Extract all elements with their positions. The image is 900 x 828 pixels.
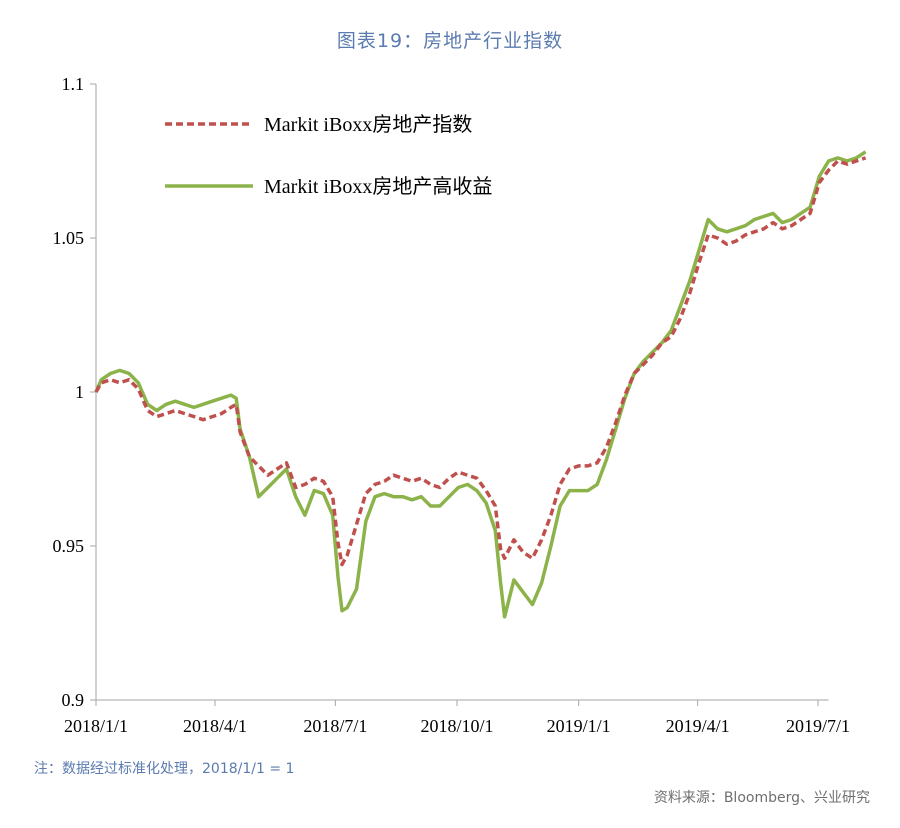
y-tick-label: 1 <box>75 382 84 402</box>
chart-lines <box>94 150 867 619</box>
x-tick-label: 2018/7/1 <box>303 716 367 736</box>
x-tick-label: 2018/4/1 <box>183 716 247 736</box>
legend-label: Markit iBoxx房地产高收益 <box>264 175 492 198</box>
chart-legend: Markit iBoxx房地产指数 Markit iBoxx房地产高收益 <box>165 113 492 198</box>
chart-note: 注：数据经过标准化处理，2018/1/1 = 1 <box>34 761 295 777</box>
y-tick-label: 0.95 <box>53 536 85 556</box>
y-tick-label: 1.1 <box>62 74 85 94</box>
chart-source: 资料来源：Bloomberg、兴业研究 <box>653 790 870 806</box>
legend-label: Markit iBoxx房地产指数 <box>264 113 472 136</box>
x-tick-label: 2019/1/1 <box>547 716 611 736</box>
x-tick-label: 2019/7/1 <box>786 716 850 736</box>
line-chart: 0.9 0.95 1 1.05 1.1 2018/1/1 2018/4/1 2018/7/1 2… <box>53 74 867 736</box>
series-line-high-yield <box>94 150 867 619</box>
chart-axes: 0.9 0.95 1 1.05 1.1 2018/1/1 2018/4/1 2018/7/1 2… <box>53 74 851 736</box>
chart-title: 图表19：房地产行业指数 <box>336 30 564 52</box>
x-tick-label: 2018/1/1 <box>64 716 128 736</box>
x-tick-label: 2018/10/1 <box>420 716 493 736</box>
series-line-index <box>94 156 867 567</box>
y-tick-label: 0.9 <box>62 690 85 710</box>
x-tick-label: 2019/4/1 <box>666 716 730 736</box>
y-tick-label: 1.05 <box>53 228 85 248</box>
